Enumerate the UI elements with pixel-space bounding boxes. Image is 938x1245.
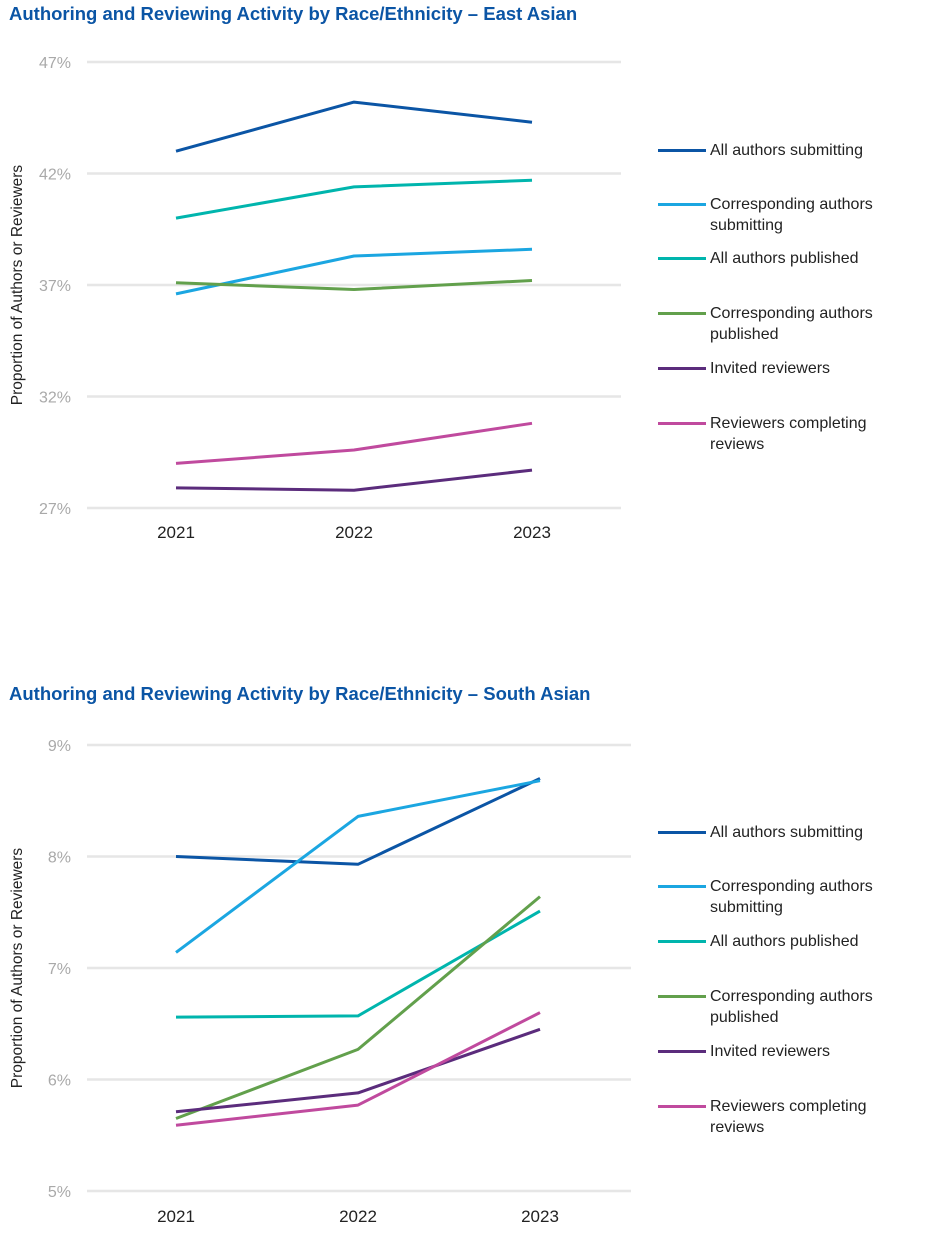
- series-line-all-authors-submitting: [175, 777, 541, 866]
- series-line-corresponding-authors-published: [175, 895, 541, 1120]
- legend-item: Invited reviewers: [658, 1041, 915, 1062]
- x-tick-label: 2022: [339, 1207, 377, 1226]
- legend-label: All authors published: [710, 250, 859, 267]
- legend-swatch: [658, 149, 706, 152]
- legend-label: Reviewers completing reviews: [710, 1098, 867, 1136]
- legend-label: Corresponding authors submitting: [710, 196, 873, 234]
- y-tick-label: 42%: [39, 167, 71, 184]
- legend-item: Corresponding authors submitting: [658, 876, 915, 918]
- y-tick-label: 9%: [48, 738, 71, 755]
- legend-swatch: [658, 257, 706, 260]
- y-tick-label: 7%: [48, 961, 71, 978]
- legend-item: Corresponding authors published: [658, 303, 915, 345]
- series-line-corresponding-authors-published: [175, 279, 533, 291]
- legend-label: Corresponding authors published: [710, 305, 873, 343]
- y-tick-label: 47%: [39, 55, 71, 72]
- x-tick-label: 2023: [521, 1207, 559, 1226]
- legend-label: All authors published: [710, 933, 859, 950]
- y-tick-label: 27%: [39, 501, 71, 518]
- series-line-invited-reviewers: [175, 1027, 541, 1114]
- legend-item: All authors submitting: [658, 140, 915, 161]
- legend-label: All authors submitting: [710, 142, 863, 159]
- legend-item: Invited reviewers: [658, 358, 915, 379]
- legend-item: All authors submitting: [658, 822, 915, 843]
- series-line-corresponding-authors-submitting: [175, 247, 533, 296]
- legend-item: Reviewers completing reviews: [658, 413, 915, 455]
- y-tick-label: 8%: [48, 850, 71, 867]
- series-line-reviewers-completing-reviews: [175, 421, 533, 465]
- legend-item: All authors published: [658, 931, 915, 952]
- series-line-all-authors-submitting: [175, 100, 533, 153]
- x-tick-label: 2021: [157, 523, 195, 542]
- y-axis-label: Proportion of Authors or Reviewers: [9, 848, 26, 1089]
- legend-item: Corresponding authors published: [658, 986, 915, 1028]
- series-line-all-authors-published: [175, 178, 533, 220]
- x-tick-label: 2023: [513, 523, 551, 542]
- legend-swatch: [658, 940, 706, 943]
- legend-swatch: [658, 203, 706, 206]
- series-line-all-authors-published: [175, 909, 541, 1019]
- chart-title: Authoring and Reviewing Activity by Race…: [9, 3, 578, 24]
- y-tick-label: 6%: [48, 1073, 71, 1090]
- legend-swatch: [658, 995, 706, 998]
- legend-label: Reviewers completing reviews: [710, 415, 867, 453]
- east-asian-chart: Authoring and Reviewing Activity by Race…: [0, 0, 938, 600]
- legend-item: Corresponding authors submitting: [658, 194, 915, 236]
- x-tick-label: 2021: [157, 1207, 195, 1226]
- series-line-invited-reviewers: [175, 468, 533, 492]
- legend-label: Invited reviewers: [710, 360, 831, 377]
- legend-item: Reviewers completing reviews: [658, 1096, 915, 1138]
- legend-swatch: [658, 1050, 706, 1053]
- legend-swatch: [658, 422, 706, 425]
- legend-item: All authors published: [658, 248, 915, 269]
- legend-swatch: [658, 1105, 706, 1108]
- legend-label: Corresponding authors published: [710, 988, 873, 1026]
- series-line-reviewers-completing-reviews: [175, 1011, 541, 1127]
- chart-title: Authoring and Reviewing Activity by Race…: [9, 683, 591, 704]
- y-tick-label: 5%: [48, 1184, 71, 1201]
- plot-area: 47% 42% 37% 32% 27% 2021 2022 2023 Proportion of…: [9, 55, 621, 542]
- legend-label: Corresponding authors submitting: [710, 878, 873, 916]
- legend-swatch: [658, 885, 706, 888]
- y-axis-label: Proportion of Authors or Reviewers: [9, 165, 26, 406]
- legend-swatch: [658, 367, 706, 370]
- legend-label: All authors submitting: [710, 824, 863, 841]
- y-tick-label: 37%: [39, 278, 71, 295]
- legend-label: Invited reviewers: [710, 1043, 831, 1060]
- legend-swatch: [658, 312, 706, 315]
- series-line-corresponding-authors-submitting: [175, 779, 541, 954]
- legend-swatch: [658, 831, 706, 834]
- x-tick-label: 2022: [335, 523, 373, 542]
- y-tick-label: 32%: [39, 390, 71, 407]
